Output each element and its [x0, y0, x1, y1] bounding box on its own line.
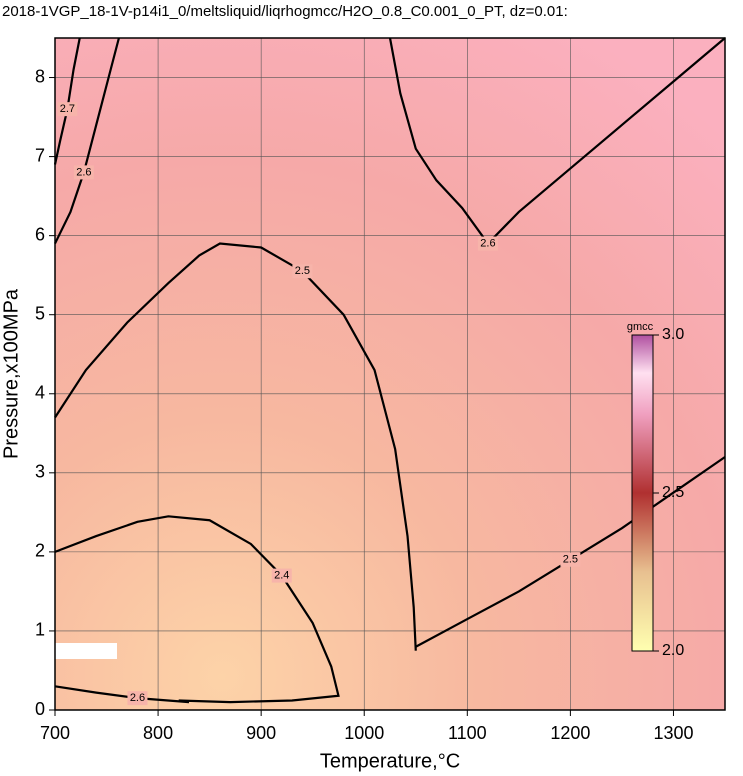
y-axis-label: Pressure,x100MPa: [0, 288, 22, 459]
contour-line: [54, 37, 120, 245]
x-tick-label: 1000: [344, 723, 384, 743]
y-tick-label: 3: [35, 462, 45, 482]
x-tick-label: 700: [40, 723, 70, 743]
contour-label-bg: [292, 264, 313, 279]
y-tick-label: 5: [35, 303, 45, 323]
y-tick-label: 4: [35, 383, 45, 403]
contour-line: [54, 685, 190, 704]
contour-line: [54, 242, 417, 651]
x-tick-label: 1100: [448, 723, 487, 743]
mask: [55, 643, 117, 659]
contour-label: 2.5: [295, 265, 310, 277]
colorbar-label: gmcc: [627, 321, 654, 333]
contour-label-bg: [127, 691, 148, 706]
contour-label: 2.4: [274, 570, 289, 582]
y-tick-label: 0: [35, 699, 45, 719]
contour-label: 2.6: [76, 166, 91, 178]
contour-label: 2.6: [130, 692, 145, 704]
x-tick-label: 800: [143, 723, 173, 743]
y-tick-label: 8: [35, 66, 45, 86]
y-tick-label: 7: [35, 145, 45, 165]
plot-background: [55, 38, 725, 710]
colorbar-tick-label: 2.0: [662, 642, 684, 659]
contour-label: 2.5: [563, 554, 578, 566]
contour-label: 2.6: [480, 237, 495, 249]
x-axis-label: Temperature,°C: [320, 750, 460, 772]
colorbar: [631, 334, 654, 652]
contour-label-bg: [560, 552, 581, 567]
x-tick-label: 1200: [550, 723, 590, 743]
contour-label-bg: [271, 568, 292, 583]
x-tick-label: 900: [246, 723, 276, 743]
y-tick-label: 6: [35, 224, 45, 244]
plot-frame: [54, 37, 726, 711]
chart-title: 2018-1VGP_18-1V-p14i1_0/meltsliquid/liqr…: [2, 3, 568, 20]
colorbar-tick-label: 2.5: [662, 484, 684, 501]
contour-label-bg: [73, 165, 94, 180]
y-tick-label: 1: [35, 620, 45, 640]
x-tick-label: 1300: [653, 723, 693, 743]
contour-label-bg: [477, 236, 498, 251]
contour-label-bg: [57, 102, 78, 117]
y-tick-label: 2: [35, 541, 45, 561]
colorbar-tick-label: 3.0: [662, 326, 684, 343]
contour-label: 2.7: [60, 103, 75, 115]
